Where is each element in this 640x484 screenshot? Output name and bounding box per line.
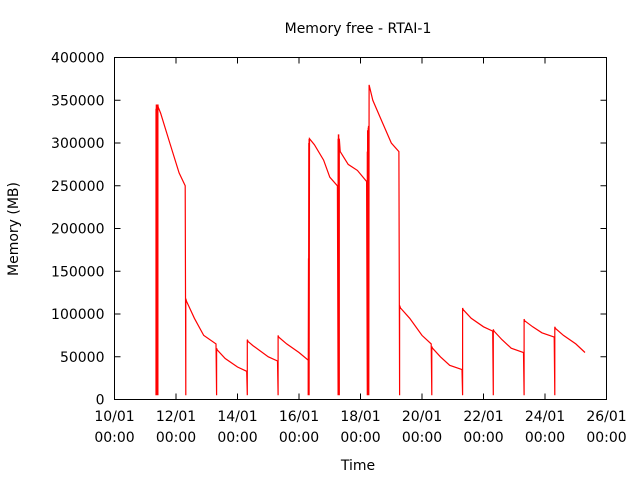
- x-tick-label: 16/01: [279, 409, 319, 425]
- y-axis-label: Memory (MB): [6, 182, 22, 276]
- x-tick-label: 00:00: [586, 430, 626, 446]
- x-tick-label: 18/01: [340, 409, 380, 425]
- chart-title: Memory free - RTAI-1: [285, 21, 432, 37]
- x-tick-label: 00:00: [402, 430, 442, 446]
- x-tick-label: 00:00: [463, 430, 503, 446]
- plot-frame: [114, 57, 607, 400]
- y-tick-label: 50000: [60, 350, 105, 366]
- y-tick-label: 100000: [51, 307, 104, 323]
- y-tick-label: 400000: [51, 51, 104, 67]
- x-tick-label: 20/01: [402, 409, 442, 425]
- x-tick-label: 24/01: [525, 409, 565, 425]
- y-tick-label: 150000: [51, 264, 104, 280]
- series-layer: [155, 84, 586, 396]
- y-tick-label: 250000: [51, 179, 104, 195]
- y-tick-label: 350000: [51, 93, 104, 109]
- series-line: [155, 84, 586, 396]
- x-axis-label: Time: [340, 458, 375, 474]
- x-tick-label: 14/01: [217, 409, 257, 425]
- x-tick-label: 26/01: [586, 409, 626, 425]
- x-tick-label: 22/01: [463, 409, 503, 425]
- x-tick-label: 00:00: [279, 430, 319, 446]
- x-tick-label: 00:00: [217, 430, 257, 446]
- y-axis-ticks: 0 50000 100000 150000 200000 250000 300000 3500…: [51, 51, 607, 409]
- y-tick-label: 200000: [51, 222, 104, 238]
- y-tick-label: 0: [96, 393, 105, 409]
- x-tick-label: 00:00: [340, 430, 380, 446]
- x-tick-label: 00:00: [94, 430, 134, 446]
- y-tick-label: 300000: [51, 136, 104, 152]
- x-tick-label: 00:00: [525, 430, 565, 446]
- x-axis-ticks: 10/01 00:00 12/01 00:00 14/01 00:00 16/01 00:00…: [94, 57, 627, 446]
- x-tick-label: 10/01: [94, 409, 134, 425]
- x-tick-label: 00:00: [156, 430, 196, 446]
- x-tick-label: 12/01: [156, 409, 196, 425]
